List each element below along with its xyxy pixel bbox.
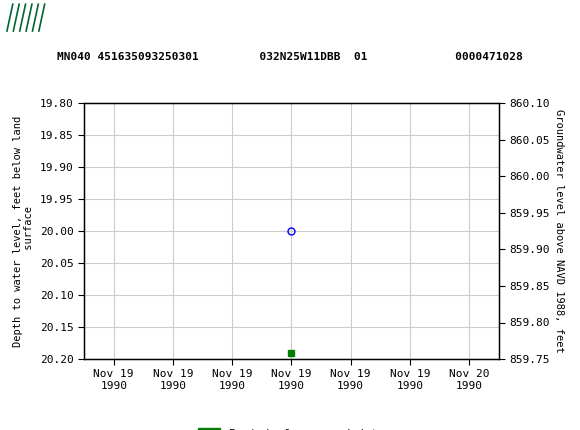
Text: USGS: USGS — [44, 8, 103, 27]
Legend: Period of approved data: Period of approved data — [194, 424, 389, 430]
Y-axis label: Depth to water level, feet below land
 surface: Depth to water level, feet below land su… — [13, 116, 34, 347]
Text: MN040 451635093250301         032N25W11DBB  01             0000471028: MN040 451635093250301 032N25W11DBB 01 00… — [57, 52, 523, 62]
Bar — [7, 4, 39, 31]
Y-axis label: Groundwater level above NAVD 1988, feet: Groundwater level above NAVD 1988, feet — [553, 109, 564, 353]
